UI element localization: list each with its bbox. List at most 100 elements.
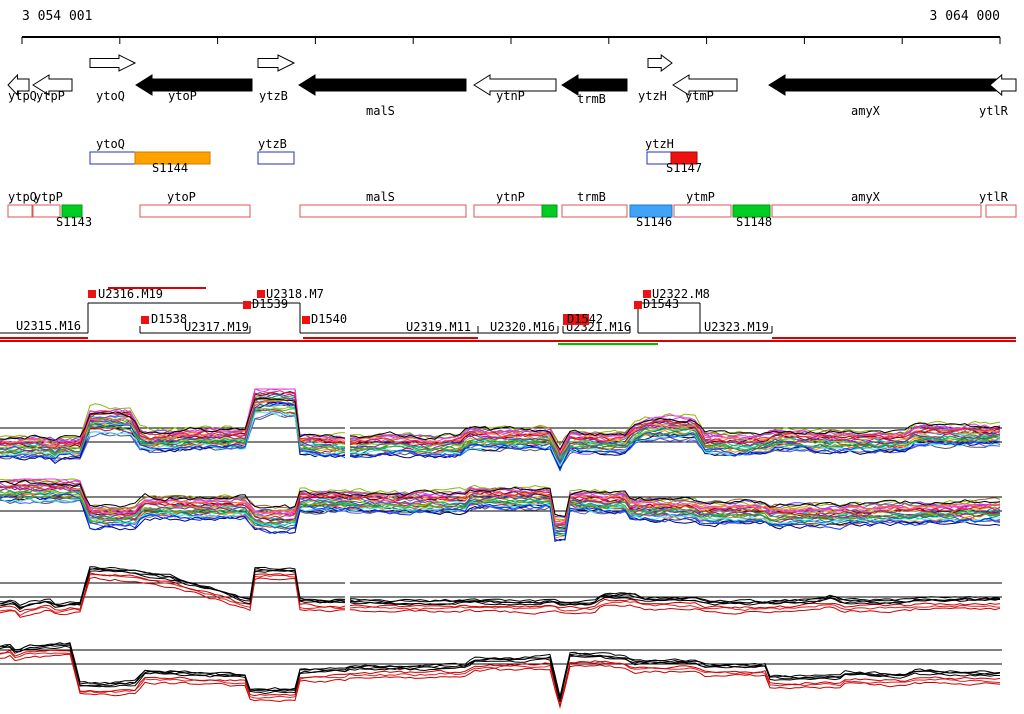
probe-set-label-U2323.M19[interactable]: U2323.M19	[704, 320, 769, 334]
expression-profile-panels	[0, 386, 1002, 709]
gene-segment-rect[interactable]	[32, 204, 61, 218]
expression-series	[0, 645, 1001, 703]
expression-series	[0, 496, 1001, 542]
probe-set-label-U2322.M8[interactable]: U2322.M8	[652, 287, 710, 301]
probe-set-label-U2318.M7[interactable]: U2318.M7	[266, 287, 324, 301]
expression-series	[0, 493, 1001, 530]
segment-gene-label-ytlR: ytlR	[979, 190, 1009, 204]
expression-series	[0, 483, 1001, 522]
expression-series	[0, 573, 1001, 617]
probe-set-label-U2316.M19[interactable]: U2316.M19	[98, 287, 163, 301]
gene-label-ytpP: ytpP	[36, 89, 65, 103]
marker-flag-D1539	[243, 301, 251, 309]
upstream-segment-ytzH[interactable]	[670, 151, 698, 165]
gene-arrow-ytzH[interactable]	[647, 54, 673, 72]
expression-series	[0, 569, 1001, 611]
page-break-gap	[345, 386, 350, 474]
upstream-segment-ytoQ[interactable]	[134, 151, 211, 165]
segment-gene-label-ytpQ: ytpQ	[8, 190, 37, 204]
segment-label-S1146: S1146	[636, 215, 672, 229]
expression-series	[0, 651, 1001, 707]
segment-label-S1144: S1144	[152, 161, 188, 175]
expression-series	[0, 649, 1001, 707]
gene-label-trmB: trmB	[577, 92, 606, 106]
expression-series	[0, 642, 1001, 697]
gene-arrow-trmB[interactable]	[561, 74, 628, 96]
segment-gene-label-trmB: trmB	[577, 190, 606, 204]
gene-segment-rect[interactable]	[139, 204, 251, 218]
probe-set-label-U2320.M16[interactable]: U2320.M16	[490, 320, 555, 334]
gene-arrow-ytmP[interactable]	[672, 74, 738, 96]
gene-arrow-amyX[interactable]	[768, 74, 1000, 96]
gene-segment-rect[interactable]	[541, 204, 558, 218]
probe-set-label-U2319.M11[interactable]: U2319.M11	[406, 320, 471, 334]
ruler-track: 3 054 001 3 064 000	[21, 9, 1001, 44]
expression-series	[0, 499, 1001, 533]
gene-segment-rect[interactable]	[771, 204, 982, 218]
upstream-gene-label-ytoQ: ytoQ	[96, 137, 125, 151]
segment-label-S1147: S1147	[666, 161, 702, 175]
gene-arrow-ytpP[interactable]	[32, 74, 73, 96]
gene-label-ytmP: ytmP	[685, 89, 714, 103]
page-break-gap	[345, 558, 350, 632]
gene-arrow-ytpQ[interactable]	[7, 73, 30, 97]
expression-series	[0, 401, 1001, 472]
probe-set-label-D1538[interactable]: D1538	[151, 312, 187, 326]
upstream-segment-ytoQ[interactable]	[89, 151, 136, 165]
probe-set-label-D1542[interactable]: D1542	[567, 312, 603, 326]
expression-series	[0, 411, 1001, 467]
gene-arrow-ytoQ[interactable]	[89, 54, 137, 72]
expression-series	[0, 653, 1001, 709]
ruler-end-coordinate: 3 064 000	[930, 9, 1000, 24]
gene-segment-rect[interactable]	[985, 204, 1017, 218]
gene-arrow-ytzB[interactable]	[257, 54, 296, 72]
gene-arrow-ytnP[interactable]	[473, 74, 557, 96]
gene-segment-rect[interactable]	[7, 204, 33, 218]
expression-series	[0, 390, 1001, 456]
expression-series	[0, 483, 1001, 530]
upstream-segment-ytzB[interactable]	[257, 151, 295, 165]
expression-series	[0, 644, 1001, 700]
gene-arrow-track: ytpQ ytpP ytoQ ytoP ytzB malS ytnP trmB ytzH ytmP…	[7, 54, 1017, 118]
gene-label-ytoP: ytoP	[168, 89, 197, 103]
gene-label-malS: malS	[366, 104, 395, 118]
segment-gene-label-malS: malS	[366, 190, 395, 204]
marker-flag-D1540	[302, 316, 310, 324]
probe-set-label-D1543[interactable]: D1543	[643, 297, 679, 311]
gene-segment-rect[interactable]	[732, 204, 771, 218]
probe-set-label-U2317.M19[interactable]: U2317.M19	[184, 320, 249, 334]
marker-flag-U2316.M19	[88, 290, 96, 298]
expression-series	[0, 481, 1001, 527]
gene-arrow-ytoP[interactable]	[135, 74, 253, 96]
gene-segment-rect[interactable]	[629, 204, 673, 218]
gene-arrow-malS[interactable]	[298, 74, 467, 96]
gene-label-ytnP: ytnP	[496, 89, 525, 103]
probe-set-label-D1540[interactable]: D1540	[311, 312, 347, 326]
gene-segment-rect[interactable]	[473, 204, 543, 218]
expression-series	[0, 493, 1001, 542]
upstream-gene-label-ytzB: ytzB	[258, 137, 287, 151]
segment-gene-label-ytnP: ytnP	[496, 190, 525, 204]
gene-segment-rect[interactable]	[561, 204, 628, 218]
expression-series	[0, 498, 1000, 533]
marker-flag-D1543	[634, 301, 642, 309]
gene-segment-rect[interactable]	[673, 204, 732, 218]
gene-arrow-ytlR[interactable]	[989, 73, 1017, 97]
gene-label-ytzB: ytzB	[259, 89, 288, 103]
expression-series	[0, 399, 1001, 455]
marker-box-D1542	[563, 314, 589, 325]
expression-series	[0, 572, 1001, 613]
segment-gene-label-ytoP: ytoP	[167, 190, 196, 204]
gene-label-ytpQ: ytpQ	[8, 89, 37, 103]
upstream-segment-track: ytoQ S1144 ytzB ytzH S1147	[89, 137, 702, 175]
probe-set-label-D1539[interactable]: D1539	[252, 297, 288, 311]
gene-segment-rect[interactable]	[61, 204, 83, 218]
gene-label-amyX: amyX	[851, 104, 881, 118]
expression-series	[0, 566, 1001, 606]
segment-label-S1143: S1143	[56, 215, 92, 229]
expression-series	[0, 397, 1001, 451]
probe-set-label-U2315.M16[interactable]: U2315.M16	[16, 319, 81, 333]
gene-segment-rect[interactable]	[299, 204, 467, 218]
